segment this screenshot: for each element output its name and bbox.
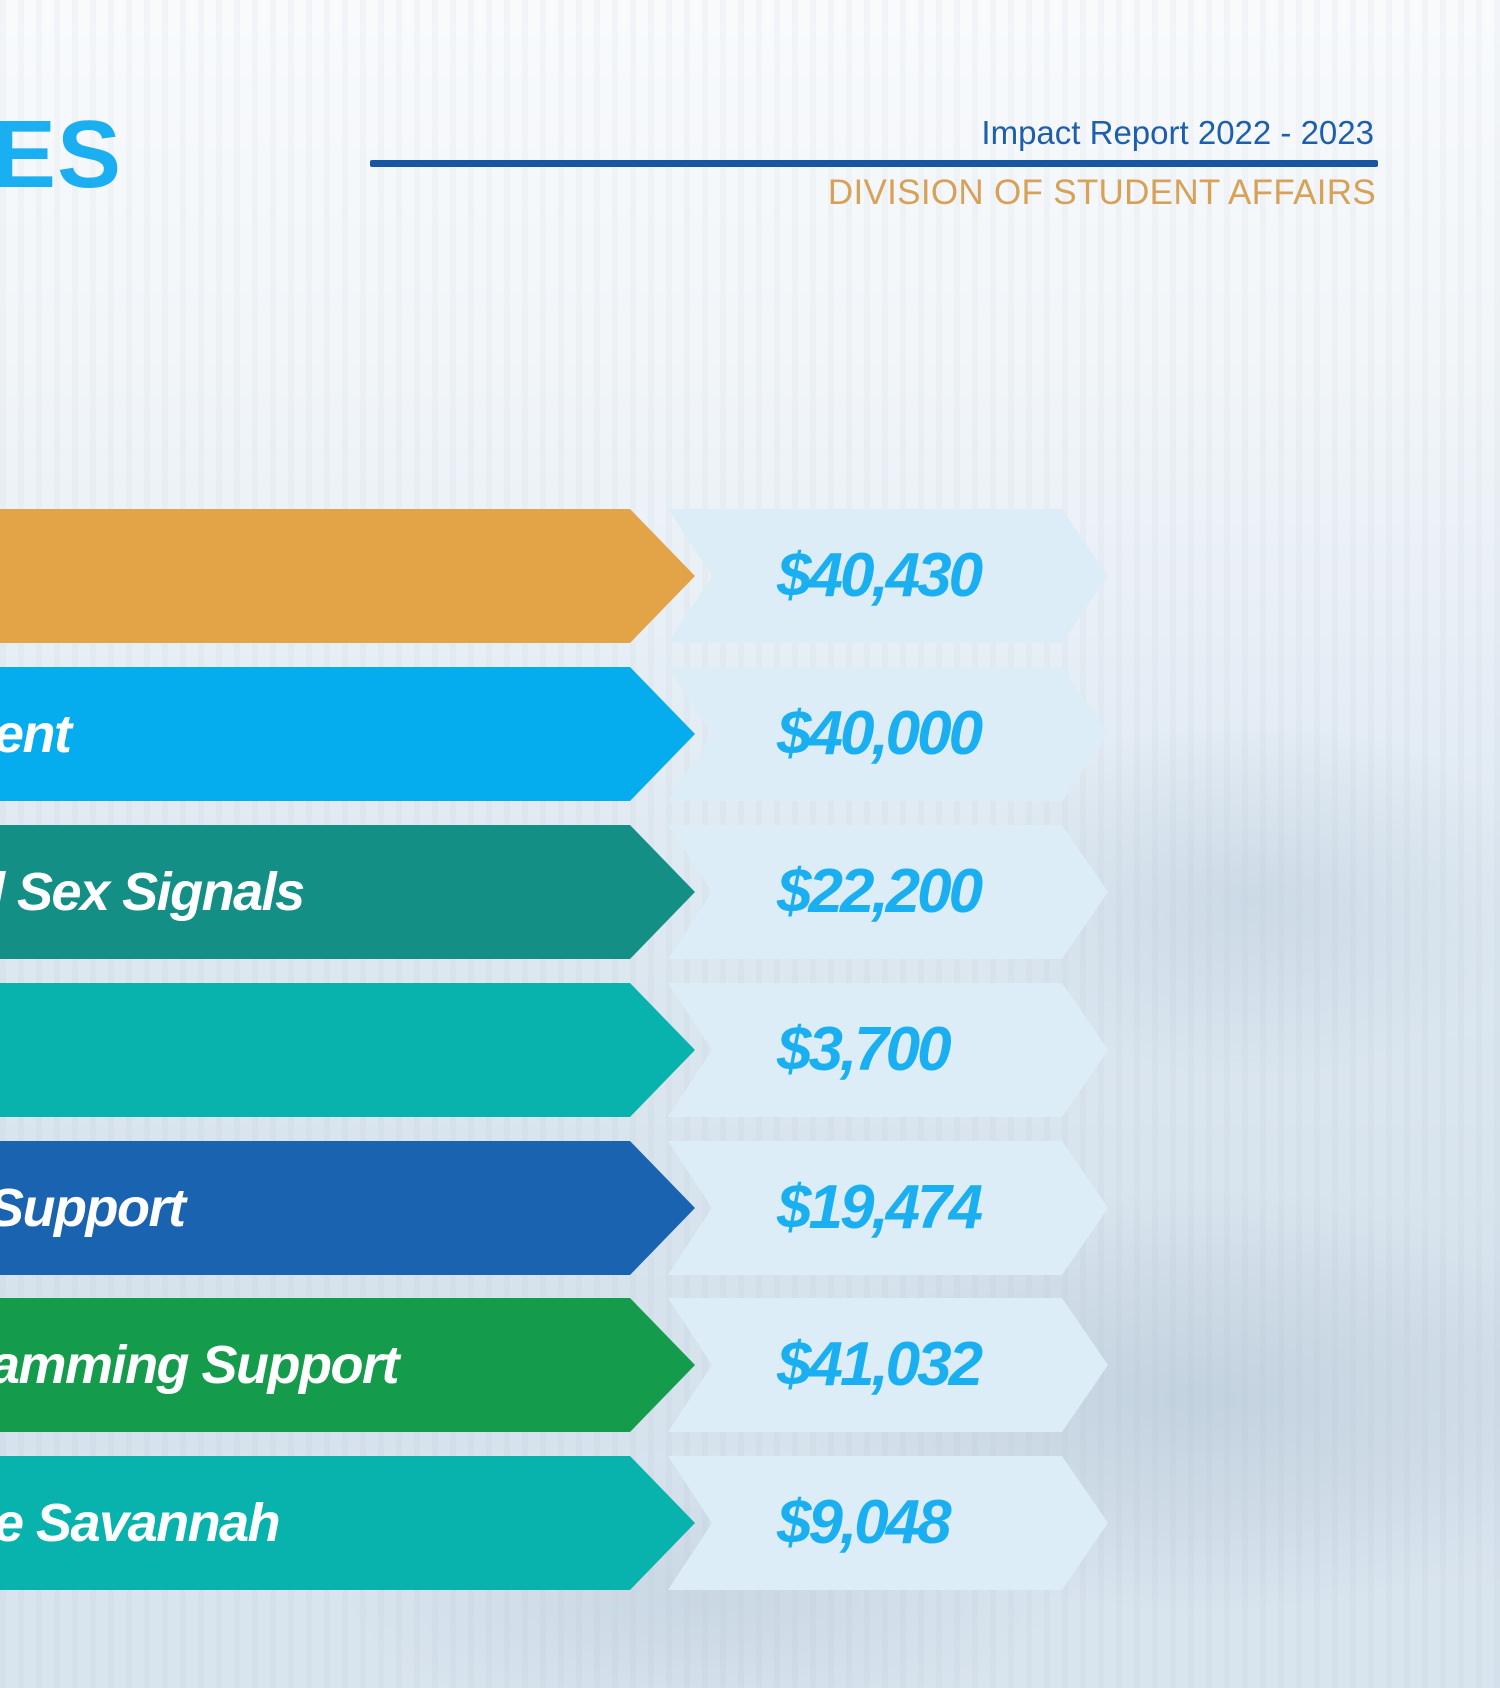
amount-box: [668, 1298, 1108, 1432]
program-arrow: [0, 1456, 695, 1590]
program-arrow: [0, 1298, 695, 1432]
amount-value: $40,430: [777, 541, 983, 610]
amount-value: $9,048: [777, 1488, 952, 1557]
amount-box: [668, 509, 1108, 643]
amount-value: $22,200: [777, 857, 983, 926]
amount-box: [668, 983, 1108, 1117]
program-label: ent: [0, 704, 72, 764]
amount-box: [668, 825, 1108, 959]
program-arrow: [0, 1141, 695, 1275]
program-label: Support: [0, 1178, 186, 1238]
amount-value: $40,000: [777, 699, 983, 768]
program-label: e Savannah: [0, 1493, 281, 1553]
page-title-fragment: ES: [0, 101, 123, 208]
amount-value: $3,700: [777, 1015, 952, 1084]
funding-row: l Sex Signals $22,200: [0, 825, 1120, 959]
program-label: l Sex Signals: [0, 862, 305, 922]
program-arrow: [0, 667, 695, 801]
funding-row: $3,700: [0, 983, 1120, 1117]
program-arrow: [0, 825, 695, 959]
amount-value: $19,474: [777, 1173, 983, 1242]
funding-row: ent $40,000: [0, 667, 1120, 801]
amount-box: [668, 667, 1108, 801]
program-arrow: [0, 983, 695, 1117]
funding-row: Support $19,474: [0, 1141, 1120, 1275]
program-arrow: [0, 509, 695, 643]
amount-value: $41,032: [777, 1330, 983, 1399]
report-title: Impact Report 2022 - 2023: [981, 114, 1374, 151]
division-name: DIVISION OF STUDENT AFFAIRS: [827, 173, 1376, 212]
amount-box: [668, 1141, 1108, 1275]
program-label: amming Support: [0, 1335, 400, 1395]
funding-row: amming Support $41,032: [0, 1298, 1120, 1432]
amount-box: [668, 1456, 1108, 1590]
header-divider: [370, 160, 1378, 167]
funding-row: e Savannah $9,048: [0, 1456, 1120, 1590]
funding-row: $40,430: [0, 509, 1120, 643]
